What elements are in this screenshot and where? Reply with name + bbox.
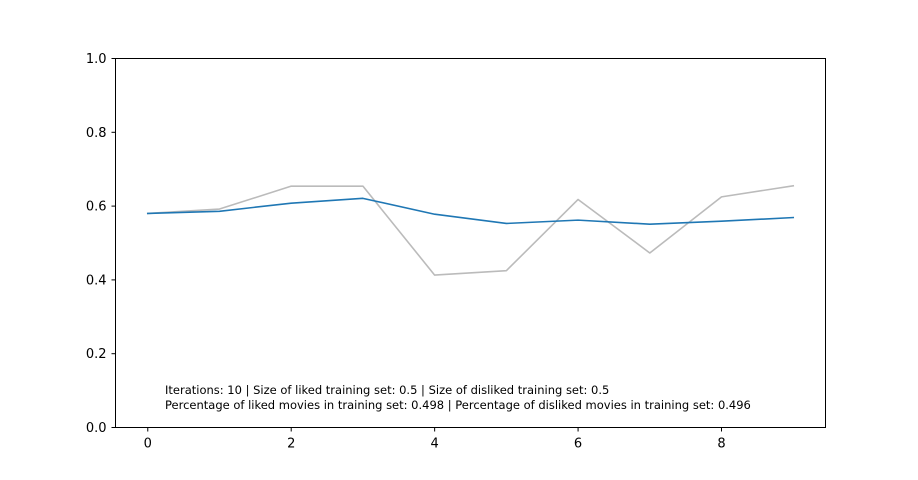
plot-area-frame — [115, 58, 826, 428]
y-tick-label: 1.0 — [86, 52, 107, 67]
x-axis: 0 2 4 6 8 — [144, 427, 726, 452]
x-tick-label: 6 — [574, 437, 582, 452]
x-tick-label: 8 — [717, 437, 725, 452]
annotation-line-1: Iterations: 10 | Size of liked training … — [165, 383, 609, 397]
x-tick-label: 2 — [287, 437, 295, 452]
series-line-1 — [146, 184, 795, 276]
annotation-line-2: Percentage of liked movies in training s… — [165, 398, 751, 412]
y-tick-label: 0.4 — [86, 273, 107, 288]
y-tick-label: 0.8 — [86, 126, 107, 141]
series-layer — [146, 184, 795, 276]
y-axis: 0.0 0.2 0.4 0.6 0.8 1.0 — [86, 52, 116, 436]
y-tick-label: 0.6 — [86, 200, 107, 215]
y-tick-label: 0.0 — [86, 421, 107, 436]
x-tick-label: 4 — [431, 437, 439, 452]
x-tick-label: 0 — [144, 437, 152, 452]
y-tick-label: 0.2 — [86, 347, 107, 362]
series-line-2 — [146, 197, 795, 225]
annotation: Iterations: 10 | Size of liked training … — [165, 383, 751, 412]
